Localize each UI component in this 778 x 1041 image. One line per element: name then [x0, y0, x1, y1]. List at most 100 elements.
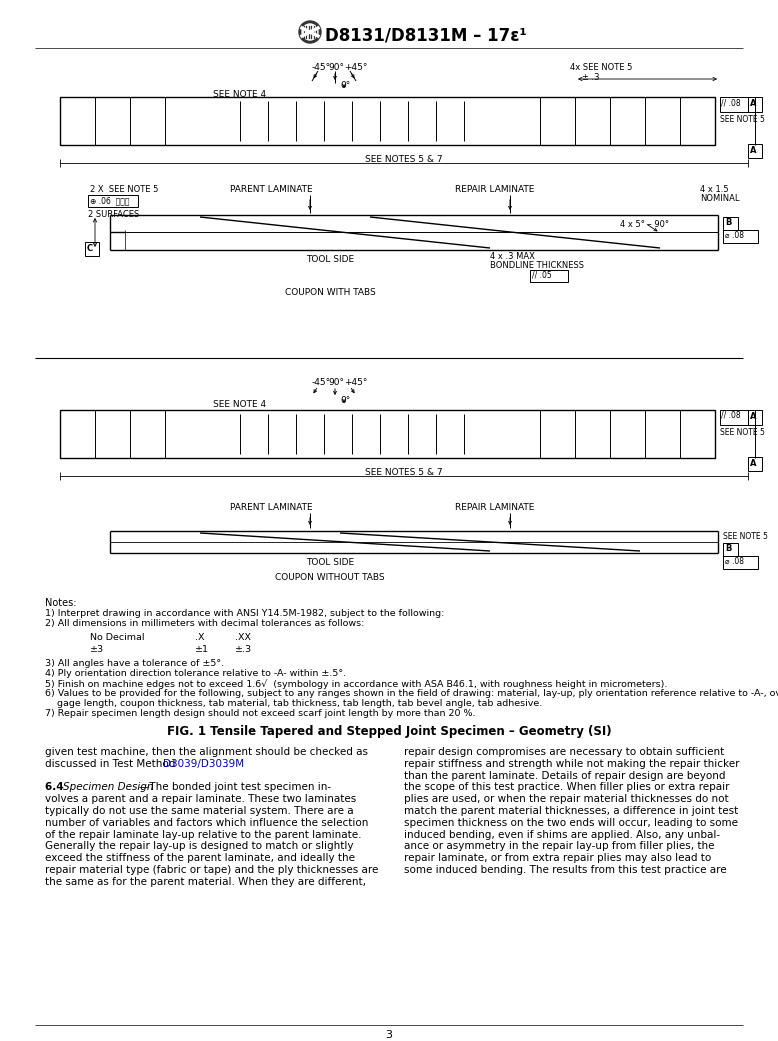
Text: repair design compromises are necessary to obtain sufficient: repair design compromises are necessary … [404, 747, 724, 757]
Bar [530, 270, 568, 282]
Text: the same as for the parent material. When they are different,: the same as for the parent material. Whe… [45, 877, 366, 887]
Text: Notes:: Notes: [45, 598, 76, 608]
Text: Specimen Design: Specimen Design [63, 783, 153, 792]
Text: ±3: ±3 [90, 645, 104, 654]
Bar [748, 97, 762, 112]
Text: —The bonded joint test specimen in-: —The bonded joint test specimen in- [139, 783, 331, 792]
Circle shape [302, 24, 318, 40]
Text: +45°: +45° [344, 64, 367, 72]
Text: REPAIR LAMINATE: REPAIR LAMINATE [455, 503, 534, 512]
Text: SEE NOTE 4: SEE NOTE 4 [213, 90, 267, 99]
Text: COUPON WITHOUT TABS: COUPON WITHOUT TABS [275, 573, 385, 582]
Text: exceed the stiffness of the parent laminate, and ideally the: exceed the stiffness of the parent lamin… [45, 854, 355, 863]
Text: A: A [750, 412, 756, 421]
Text: ± .3: ± .3 [582, 73, 600, 82]
Text: 5) Finish on machine edges not to exceed 1.6√  (symbology in accordance with ASA: 5) Finish on machine edges not to exceed… [45, 679, 668, 689]
Text: 6.4: 6.4 [45, 783, 67, 792]
Text: D3039/D3039M: D3039/D3039M [163, 759, 244, 769]
Text: 0°: 0° [340, 81, 350, 90]
Text: // .08: // .08 [721, 98, 741, 107]
Text: ±1: ±1 [195, 645, 209, 654]
Text: number of variables and factors which influence the selection: number of variables and factors which in… [45, 818, 368, 828]
Text: COUPON WITH TABS: COUPON WITH TABS [285, 288, 375, 297]
Bar [720, 410, 748, 425]
Bar [60, 97, 715, 145]
Text: induced bending, even if shims are applied. Also, any unbal-: induced bending, even if shims are appli… [404, 830, 720, 840]
Text: SEE NOTES 5 & 7: SEE NOTES 5 & 7 [365, 155, 443, 164]
Text: typically do not use the same material system. There are a: typically do not use the same material s… [45, 806, 354, 816]
Text: .X: .X [195, 633, 205, 642]
Text: SEE NOTE 5: SEE NOTE 5 [723, 532, 768, 541]
Text: A: A [750, 146, 756, 155]
Text: B: B [725, 544, 731, 553]
Text: of the repair laminate lay-up relative to the parent laminate.: of the repair laminate lay-up relative t… [45, 830, 362, 840]
Text: 7) Repair specimen length design should not exceed scarf joint length by more th: 7) Repair specimen length design should … [45, 709, 475, 718]
Text: -45°: -45° [312, 64, 331, 72]
Bar [60, 410, 715, 458]
Text: 2) All dimensions in millimeters with decimal tolerances as follows:: 2) All dimensions in millimeters with de… [45, 619, 364, 628]
Text: 4 x .3 MAX: 4 x .3 MAX [490, 252, 535, 261]
Text: D8131/D8131M – 17ε¹: D8131/D8131M – 17ε¹ [325, 26, 527, 44]
Text: volves a parent and a repair laminate. These two laminates: volves a parent and a repair laminate. T… [45, 794, 356, 805]
Text: 1) Interpret drawing in accordance with ANSI Y14.5M-1982, subject to the followi: 1) Interpret drawing in accordance with … [45, 609, 444, 618]
Text: TOOL SIDE: TOOL SIDE [306, 255, 354, 264]
Text: ⌀ .08: ⌀ .08 [725, 557, 744, 566]
Text: repair stiffness and strength while not making the repair thicker: repair stiffness and strength while not … [404, 759, 740, 769]
Text: TOOL SIDE: TOOL SIDE [306, 558, 354, 567]
Text: given test machine, then the alignment should be checked as: given test machine, then the alignment s… [45, 747, 368, 757]
Text: than the parent laminate. Details of repair design are beyond: than the parent laminate. Details of rep… [404, 770, 726, 781]
Text: 4 x 1.5: 4 x 1.5 [700, 185, 729, 194]
Bar [85, 242, 99, 256]
Text: repair material type (fabric or tape) and the ply thicknesses are: repair material type (fabric or tape) an… [45, 865, 378, 875]
Text: 4) Ply orientation direction tolerance relative to -A- within ±.5°.: 4) Ply orientation direction tolerance r… [45, 669, 346, 678]
Text: 0°: 0° [340, 396, 350, 405]
Text: PARENT LAMINATE: PARENT LAMINATE [230, 185, 313, 194]
Text: repair laminate, or from extra repair plies may also lead to: repair laminate, or from extra repair pl… [404, 854, 711, 863]
Text: ⊕ .06  ⓈⓈⓈ: ⊕ .06 ⓈⓈⓈ [90, 196, 129, 205]
Text: discussed in Test Method: discussed in Test Method [45, 759, 179, 769]
Bar [88, 195, 138, 207]
Text: REPAIR LAMINATE: REPAIR LAMINATE [455, 185, 534, 194]
Text: A: A [750, 459, 756, 468]
Text: PARENT LAMINATE: PARENT LAMINATE [230, 503, 313, 512]
Text: 6) Values to be provided for the following, subject to any ranges shown in the f: 6) Values to be provided for the followi… [45, 689, 778, 699]
Text: 90°: 90° [328, 378, 344, 387]
Text: SEE NOTES 5 & 7: SEE NOTES 5 & 7 [365, 468, 443, 477]
Text: ⌀ .08: ⌀ .08 [725, 231, 744, 240]
Text: No Decimal: No Decimal [90, 633, 145, 642]
Bar [720, 97, 748, 112]
Text: // .08: // .08 [721, 411, 741, 420]
Text: 3: 3 [386, 1030, 392, 1040]
Bar [748, 410, 762, 425]
Text: A: A [750, 99, 756, 108]
Text: .: . [225, 759, 229, 769]
Text: 4 x 5° – 90°: 4 x 5° – 90° [620, 220, 669, 229]
Text: 2 SURFACES: 2 SURFACES [88, 210, 139, 219]
Text: plies are used, or when the repair material thicknesses do not: plies are used, or when the repair mater… [404, 794, 729, 805]
Text: .XX: .XX [235, 633, 251, 642]
Text: the scope of this test practice. When filler plies or extra repair: the scope of this test practice. When fi… [404, 783, 730, 792]
Text: 2 X  SEE NOTE 5: 2 X SEE NOTE 5 [90, 185, 159, 194]
Text: gage length, coupon thickness, tab material, tab thickness, tab length, tab beve: gage length, coupon thickness, tab mater… [45, 699, 542, 708]
Text: -45°: -45° [312, 378, 331, 387]
Bar [723, 217, 738, 230]
Bar [748, 144, 762, 158]
Text: specimen thickness on the two ends will occur, leading to some: specimen thickness on the two ends will … [404, 818, 738, 828]
Bar [723, 230, 758, 243]
Text: some induced bending. The results from this test practice are: some induced bending. The results from t… [404, 865, 727, 875]
Text: match the parent material thicknesses, a difference in joint test: match the parent material thicknesses, a… [404, 806, 738, 816]
Text: 3) All angles have a tolerance of ±5°.: 3) All angles have a tolerance of ±5°. [45, 659, 224, 668]
Text: 90°: 90° [328, 64, 344, 72]
Text: NOMINAL: NOMINAL [700, 194, 740, 203]
Text: Generally the repair lay-up is designed to match or slightly: Generally the repair lay-up is designed … [45, 841, 353, 852]
Text: SEE NOTE 4: SEE NOTE 4 [213, 400, 267, 409]
Bar [748, 457, 762, 471]
Text: +45°: +45° [344, 378, 367, 387]
Text: SEE NOTE 5: SEE NOTE 5 [720, 428, 765, 437]
Text: // .05: // .05 [532, 271, 552, 280]
Text: B: B [725, 218, 731, 227]
Text: ance or asymmetry in the repair lay-up from filler plies, the: ance or asymmetry in the repair lay-up f… [404, 841, 714, 852]
Bar [723, 556, 758, 569]
Bar [723, 543, 738, 556]
Text: C: C [87, 244, 93, 253]
